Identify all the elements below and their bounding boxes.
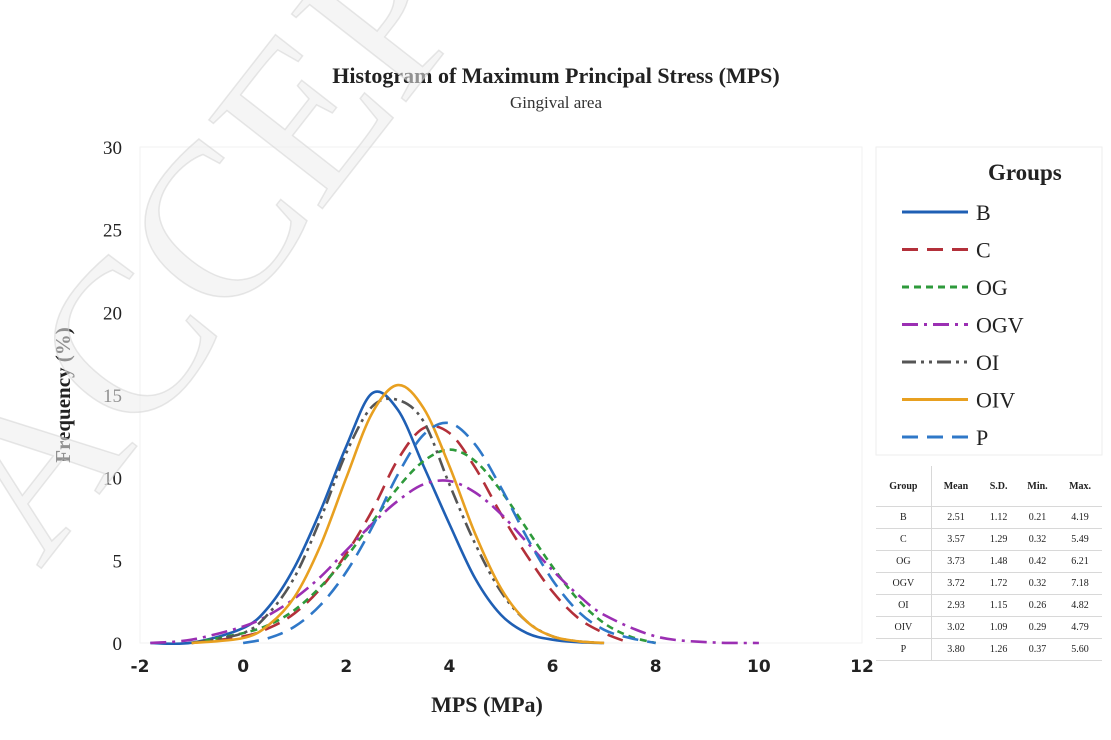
stats-cell: 1.09 bbox=[980, 616, 1018, 639]
stats-cell: 0.37 bbox=[1017, 638, 1059, 661]
stats-cell: 7.18 bbox=[1058, 572, 1102, 595]
stats-cell: 0.32 bbox=[1017, 572, 1059, 595]
stats-header-cell: Max. bbox=[1058, 466, 1102, 507]
stats-cell: OG bbox=[876, 550, 932, 573]
stats-cell: 3.02 bbox=[931, 616, 981, 639]
stats-row: OIV 3.02 1.09 0.29 4.79 bbox=[876, 616, 1102, 639]
x-axis-ticks: -2 0 2 4 6 8 10 12 bbox=[131, 657, 874, 677]
stats-header-cell: Mean bbox=[931, 466, 981, 507]
stats-cell: 0.21 bbox=[1017, 506, 1059, 529]
y-tick-label: 15 bbox=[103, 386, 122, 407]
stats-row: OG 3.73 1.48 0.42 6.21 bbox=[876, 550, 1102, 573]
stats-cell: OI bbox=[876, 594, 932, 617]
x-tick-label: -2 bbox=[131, 657, 150, 677]
legend-entries: BC OG OGV OI OIV P bbox=[902, 200, 1024, 450]
stats-cell: 3.80 bbox=[931, 638, 981, 661]
stats-header-cell: S.D. bbox=[980, 466, 1018, 507]
series-line-oiv bbox=[191, 383, 605, 645]
legend-label-b: B bbox=[976, 200, 991, 225]
x-tick-label: 12 bbox=[850, 657, 874, 677]
legend-box bbox=[875, 146, 1103, 456]
series-line-oi bbox=[191, 397, 605, 645]
stats-cell: 0.26 bbox=[1017, 594, 1059, 617]
y-tick-label: 5 bbox=[113, 551, 123, 572]
legend-label-oi: OI bbox=[976, 350, 999, 375]
stats-cell: 2.51 bbox=[931, 506, 981, 529]
series-line-b bbox=[150, 390, 605, 646]
stats-cell: 3.57 bbox=[931, 528, 981, 551]
stats-row: B 2.51 1.12 0.21 4.19 bbox=[876, 506, 1102, 529]
stats-cell: 2.93 bbox=[931, 594, 981, 617]
stats-cell: 4.19 bbox=[1058, 506, 1102, 529]
series-line-p bbox=[242, 421, 656, 645]
stats-cell: 4.79 bbox=[1058, 616, 1102, 639]
stats-cell: 4.82 bbox=[1058, 594, 1102, 617]
stats-body: B 2.51 1.12 0.21 4.19 C 3.57 1.29 0.32 5.49 OG 3.73… bbox=[876, 506, 1102, 661]
x-tick-label: 2 bbox=[340, 657, 352, 677]
stats-table: Group Mean S.D. Min. Max. B 2.51 1.12 0.21 4.19 C… bbox=[876, 466, 1102, 661]
stats-row: C 3.57 1.29 0.32 5.49 bbox=[876, 528, 1102, 551]
y-axis-ticks: 0 5 10 15 20 25 30 bbox=[103, 138, 122, 655]
stats-cell: 3.73 bbox=[931, 550, 981, 573]
stats-cell: C bbox=[876, 528, 932, 551]
series-lines bbox=[150, 383, 759, 646]
series-line-og bbox=[191, 448, 657, 645]
legend-label-og: OG bbox=[976, 275, 1008, 300]
stats-cell: P bbox=[876, 638, 932, 661]
series-line-c bbox=[191, 424, 631, 645]
stats-header-row: Group Mean S.D. Min. Max. bbox=[876, 466, 1102, 507]
legend-label-oiv: OIV bbox=[976, 388, 1015, 413]
stats-header-cell: Group bbox=[876, 466, 932, 507]
stats-cell: 0.29 bbox=[1017, 616, 1059, 639]
stats-cell: 0.42 bbox=[1017, 550, 1059, 573]
legend-label-p: P bbox=[976, 425, 988, 450]
stats-cell: 5.60 bbox=[1058, 638, 1102, 661]
chart-title: Histogram of Maximum Principal Stress (M… bbox=[332, 63, 779, 88]
stats-row: OI 2.93 1.15 0.26 4.82 bbox=[876, 594, 1102, 617]
series-line-ogv bbox=[150, 479, 759, 645]
chart-subtitle: Gingival area bbox=[510, 93, 602, 112]
stats-cell: 1.12 bbox=[980, 506, 1018, 529]
x-tick-label: 8 bbox=[650, 657, 662, 677]
stats-cell: 6.21 bbox=[1058, 550, 1102, 573]
plot-area bbox=[139, 146, 863, 644]
stats-cell: 1.29 bbox=[980, 528, 1018, 551]
stats-cell: B bbox=[876, 506, 932, 529]
stats-header-cell: Min. bbox=[1017, 466, 1059, 507]
y-tick-label: 25 bbox=[103, 221, 122, 242]
stats-row: P 3.80 1.26 0.37 5.60 bbox=[876, 638, 1102, 661]
y-tick-label: 30 bbox=[103, 138, 122, 159]
stats-cell: 1.15 bbox=[980, 594, 1018, 617]
x-tick-label: 6 bbox=[547, 657, 559, 677]
stats-cell: 1.26 bbox=[980, 638, 1018, 661]
legend-label-c: C bbox=[976, 238, 991, 263]
y-tick-label: 10 bbox=[103, 469, 122, 490]
stats-cell: 5.49 bbox=[1058, 528, 1102, 551]
y-axis-label: Frequency (%) bbox=[51, 327, 75, 463]
y-tick-label: 20 bbox=[103, 303, 122, 324]
stats-cell: 0.32 bbox=[1017, 528, 1059, 551]
x-tick-label: 10 bbox=[747, 657, 771, 677]
stats-cell: 1.48 bbox=[980, 550, 1018, 573]
stats-row: OGV 3.72 1.72 0.32 7.18 bbox=[876, 572, 1102, 595]
stats-cell: OGV bbox=[876, 572, 932, 595]
legend-label-ogv: OGV bbox=[976, 313, 1024, 338]
y-tick-label: 0 bbox=[113, 634, 123, 655]
stats-cell: 3.72 bbox=[931, 572, 981, 595]
legend-title: Groups bbox=[988, 160, 1062, 185]
stats-cell: 1.72 bbox=[980, 572, 1018, 595]
x-tick-label: 0 bbox=[237, 657, 249, 677]
stats-cell: OIV bbox=[876, 616, 932, 639]
x-axis-label: MPS (MPa) bbox=[431, 692, 543, 717]
x-tick-label: 4 bbox=[444, 657, 456, 677]
